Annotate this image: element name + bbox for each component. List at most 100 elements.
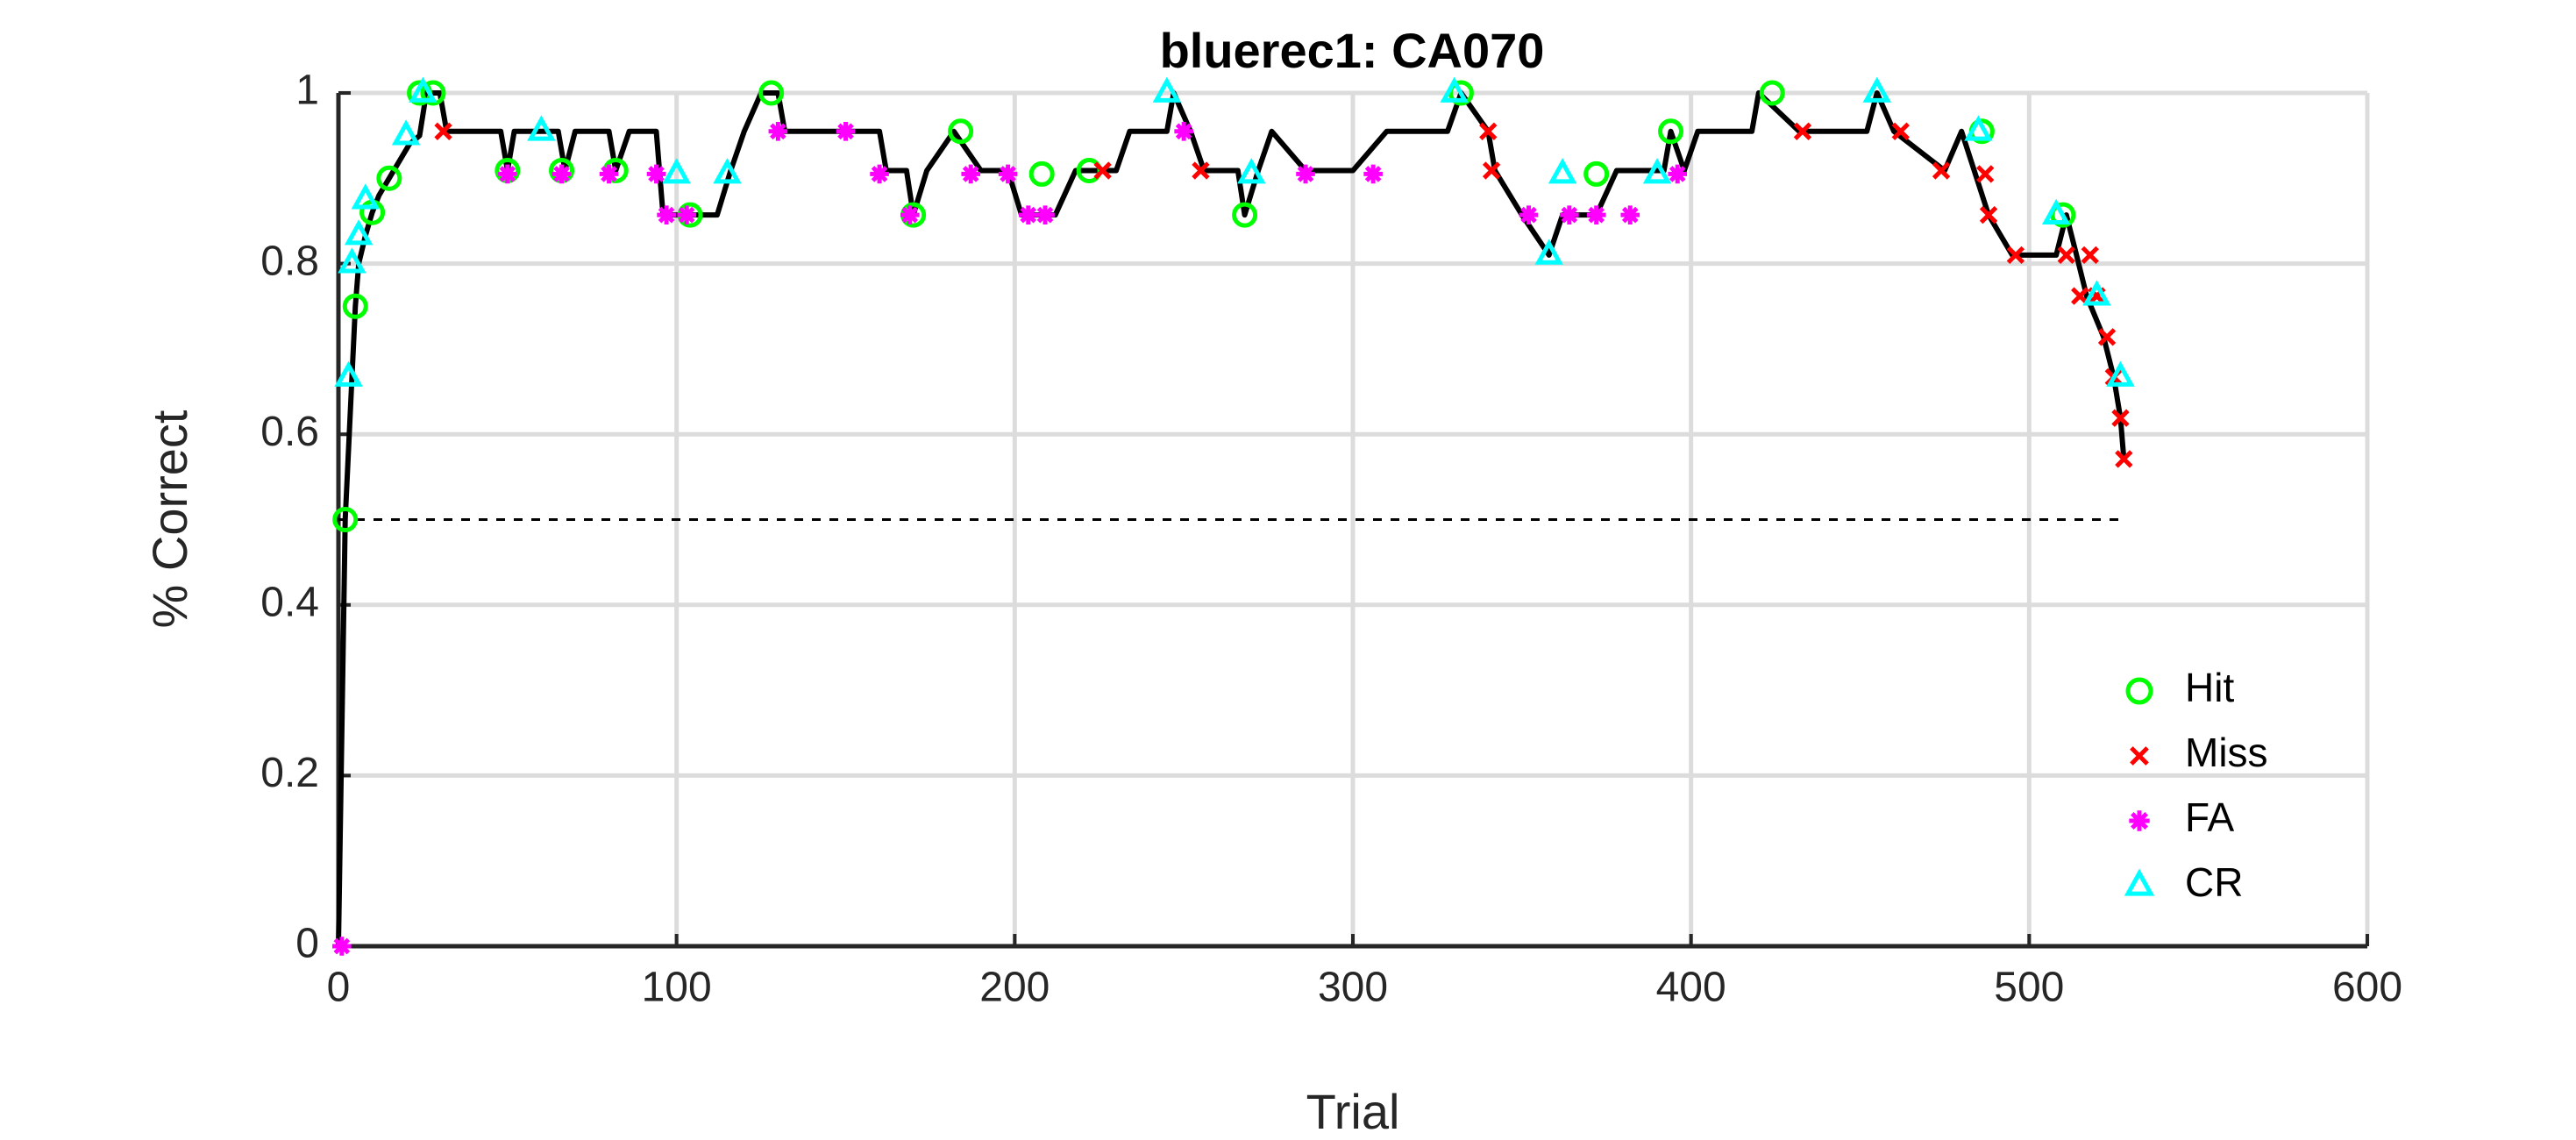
- marker-star: [1296, 164, 1315, 184]
- marker-x: [1979, 205, 1998, 224]
- marker-triangle: [334, 360, 363, 387]
- x-tick-label: 0: [327, 965, 351, 1011]
- marker-triangle: [662, 158, 691, 184]
- y-tick-label: 0.2: [260, 750, 319, 796]
- marker-x: [1793, 122, 1812, 140]
- x-tick-label: 600: [2332, 965, 2402, 1011]
- marker-circle: [332, 507, 359, 532]
- marker-circle: [948, 118, 974, 145]
- marker-star: [1018, 205, 1038, 224]
- marker-star: [646, 164, 666, 184]
- legend-label: Hit: [2185, 665, 2234, 710]
- marker-star: [1519, 205, 1539, 224]
- y-tick-label: 0.4: [260, 579, 319, 625]
- legend-label: Miss: [2185, 730, 2268, 775]
- marker-x: [2115, 450, 2133, 468]
- x-tick-label: 400: [1656, 965, 1726, 1011]
- marker-star: [900, 205, 920, 224]
- marker-star: [1363, 164, 1383, 184]
- x-tick-label: 100: [642, 965, 712, 1011]
- marker-x: [2006, 246, 2025, 265]
- marker-star: [768, 121, 788, 141]
- marker-triangle: [1642, 158, 1672, 184]
- marker-triangle: [1237, 158, 1266, 184]
- marker-star: [1586, 205, 1606, 224]
- marker-star: [332, 937, 352, 956]
- marker-triangle: [1964, 115, 1993, 141]
- x-axis-label: Trial: [1306, 1084, 1400, 1139]
- marker-star: [961, 164, 980, 184]
- marker-triangle: [527, 115, 556, 141]
- marker-circle: [1658, 118, 1684, 145]
- legend-marker: [2129, 810, 2150, 831]
- chart-title: bluerec1: CA070: [1160, 23, 1545, 78]
- marker-triangle: [409, 76, 438, 103]
- marker-x: [1976, 165, 1995, 183]
- marker-circle: [1232, 202, 1258, 228]
- marker-star: [1560, 205, 1579, 224]
- marker-triangle: [2106, 360, 2135, 387]
- x-tick-label: 300: [1318, 965, 1388, 1011]
- legend-label: CR: [2185, 859, 2243, 905]
- y-tick-label: 0: [295, 921, 319, 967]
- marker-star: [836, 121, 856, 141]
- marker-x: [2097, 328, 2117, 346]
- legend-marker: [2130, 746, 2149, 766]
- y-axis-label: % Correct: [142, 410, 197, 628]
- marker-x: [1891, 122, 1910, 140]
- marker-triangle: [391, 119, 421, 146]
- marker-triangle: [1862, 76, 1892, 103]
- x-tick-label: 200: [979, 965, 1050, 1011]
- marker-x: [1093, 161, 1112, 180]
- marker-x: [434, 122, 452, 140]
- marker-circle: [342, 293, 368, 319]
- marker-circle: [1583, 160, 1610, 187]
- legend-marker: [2125, 677, 2153, 705]
- marker-triangle: [338, 247, 366, 274]
- marker-star: [551, 164, 572, 184]
- marker-circle: [758, 80, 785, 106]
- marker-x: [2071, 287, 2089, 305]
- marker-triangle: [1548, 158, 1577, 184]
- marker-circle: [1028, 160, 1055, 187]
- marker-star: [657, 205, 676, 224]
- marker-triangle: [713, 158, 742, 184]
- marker-x: [2081, 246, 2099, 265]
- x-tick-label: 500: [1994, 965, 2064, 1011]
- marker-circle: [420, 80, 446, 106]
- marker-star: [1174, 121, 1193, 141]
- marker-star: [677, 205, 697, 224]
- marker-circle: [1448, 80, 1474, 106]
- marker-star: [1035, 205, 1055, 224]
- marker-x: [1479, 122, 1498, 140]
- performance-line: [336, 90, 2127, 947]
- marker-x: [1932, 161, 1951, 180]
- legend-label: FA: [2185, 794, 2235, 840]
- marker-triangle: [1534, 239, 1563, 265]
- marker-x: [1482, 161, 1501, 180]
- marker-triangle: [351, 183, 381, 210]
- marker-circle: [376, 165, 402, 191]
- y-tick-label: 1: [295, 68, 319, 114]
- marker-x: [2111, 409, 2130, 427]
- marker-x: [1192, 161, 1210, 180]
- y-tick-label: 0.6: [260, 409, 319, 455]
- y-tick-label: 0.8: [260, 238, 319, 284]
- marker-star: [1668, 164, 1688, 184]
- marker-triangle: [1152, 76, 1182, 103]
- legend-marker: [2124, 868, 2155, 896]
- marker-triangle: [2041, 198, 2071, 225]
- marker-circle: [2050, 202, 2076, 228]
- marker-star: [599, 164, 619, 184]
- marker-star: [1620, 205, 1640, 224]
- marker-star: [998, 164, 1018, 184]
- marker-star: [870, 164, 889, 184]
- marker-star: [498, 164, 517, 184]
- marker-triangle: [1440, 76, 1469, 103]
- marker-triangle: [2082, 280, 2111, 306]
- marker-triangle: [344, 219, 374, 246]
- marker-x: [2057, 246, 2075, 265]
